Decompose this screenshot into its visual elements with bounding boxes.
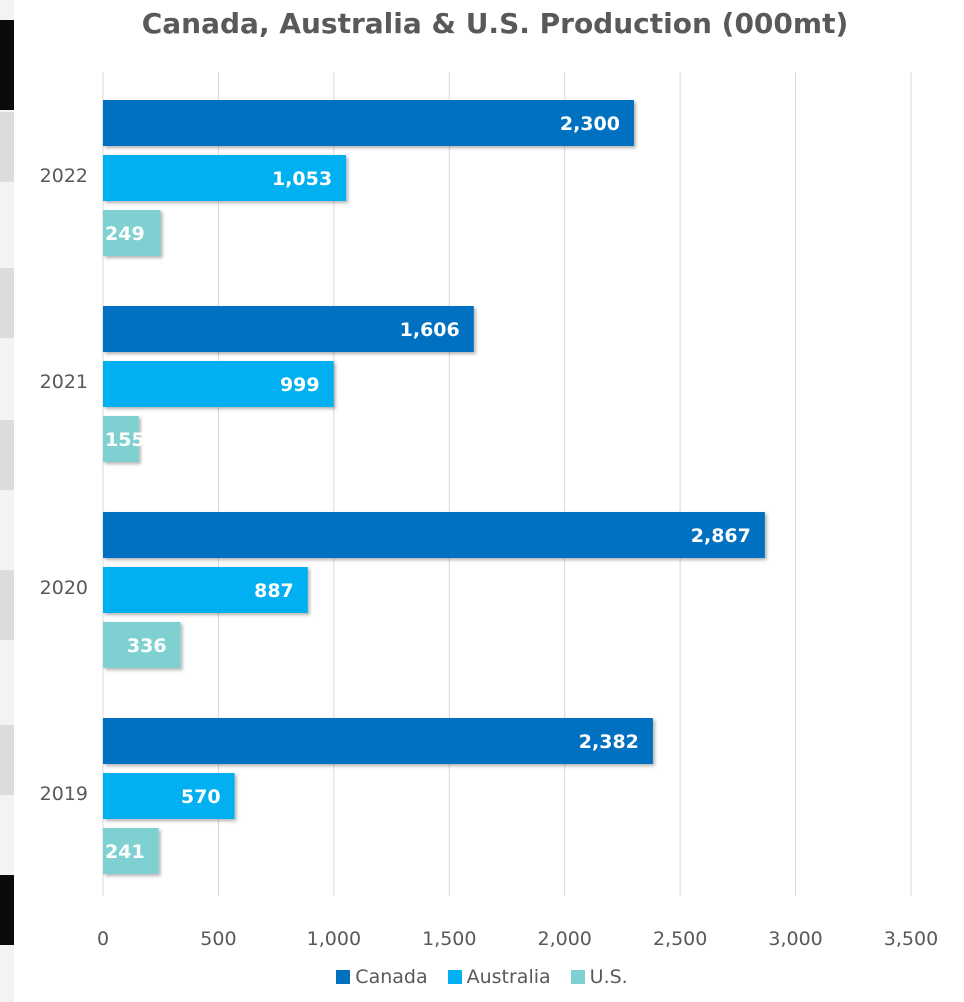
data-label: 999 — [280, 374, 320, 396]
y-category-label: 2020 — [40, 577, 88, 599]
y-category-label: 2022 — [40, 165, 88, 187]
legend: Canada Australia U.S. — [0, 966, 964, 988]
legend-item-us: U.S. — [570, 966, 628, 988]
data-label: 2,867 — [691, 525, 751, 547]
data-label: 2,382 — [579, 731, 639, 753]
data-label: 1,053 — [272, 168, 332, 190]
bar — [103, 622, 181, 668]
legend-label: Canada — [355, 966, 428, 988]
left-edge-block — [0, 875, 14, 945]
legend-item-australia: Australia — [447, 966, 551, 988]
x-tick-label: 2,000 — [538, 928, 592, 950]
bar — [103, 361, 334, 407]
legend-swatch — [447, 970, 462, 984]
x-tick-label: 0 — [97, 928, 109, 950]
bar — [103, 512, 765, 558]
x-tick-label: 1,500 — [422, 928, 476, 950]
legend-item-canada: Canada — [336, 966, 428, 988]
data-label: 336 — [127, 635, 167, 657]
data-label: 887 — [254, 580, 294, 602]
left-edge-block — [0, 20, 14, 110]
bar — [103, 773, 235, 819]
bar — [103, 155, 347, 201]
y-category-label: 2019 — [40, 783, 88, 805]
bar — [103, 567, 308, 613]
left-edge-strip — [0, 0, 14, 1002]
y-category-label: 2021 — [40, 371, 88, 393]
x-tick-label: 2,500 — [653, 928, 707, 950]
left-edge-block — [0, 725, 14, 795]
data-label: 155 — [105, 429, 145, 451]
legend-swatch — [336, 970, 351, 984]
data-label: 1,606 — [400, 319, 460, 341]
bar — [103, 210, 161, 256]
bar-chart: 0 500 1,000 1,500 2,000 2,500 3,000 3,500 2022 2,… — [40, 72, 938, 950]
bar — [103, 718, 653, 764]
legend-swatch — [570, 970, 585, 984]
left-edge-block — [0, 268, 14, 338]
legend-label: U.S. — [589, 966, 628, 988]
bar — [103, 416, 139, 462]
data-label: 2,300 — [560, 113, 620, 135]
x-tick-label: 3,500 — [884, 928, 938, 950]
chart-title: Canada, Australia & U.S. Production (000… — [141, 7, 849, 40]
left-edge-block — [0, 420, 14, 490]
data-label: 249 — [105, 223, 145, 245]
legend-label: Australia — [466, 966, 551, 988]
x-tick-label: 3,000 — [768, 928, 822, 950]
left-edge-block — [0, 570, 14, 640]
bar — [103, 100, 634, 146]
x-tick-label: 500 — [200, 928, 236, 950]
data-label: 241 — [105, 841, 145, 863]
x-tick-label: 1,000 — [307, 928, 361, 950]
bar — [103, 306, 474, 352]
left-edge-block — [0, 112, 14, 182]
data-label: 570 — [181, 786, 221, 808]
bar — [103, 828, 159, 874]
